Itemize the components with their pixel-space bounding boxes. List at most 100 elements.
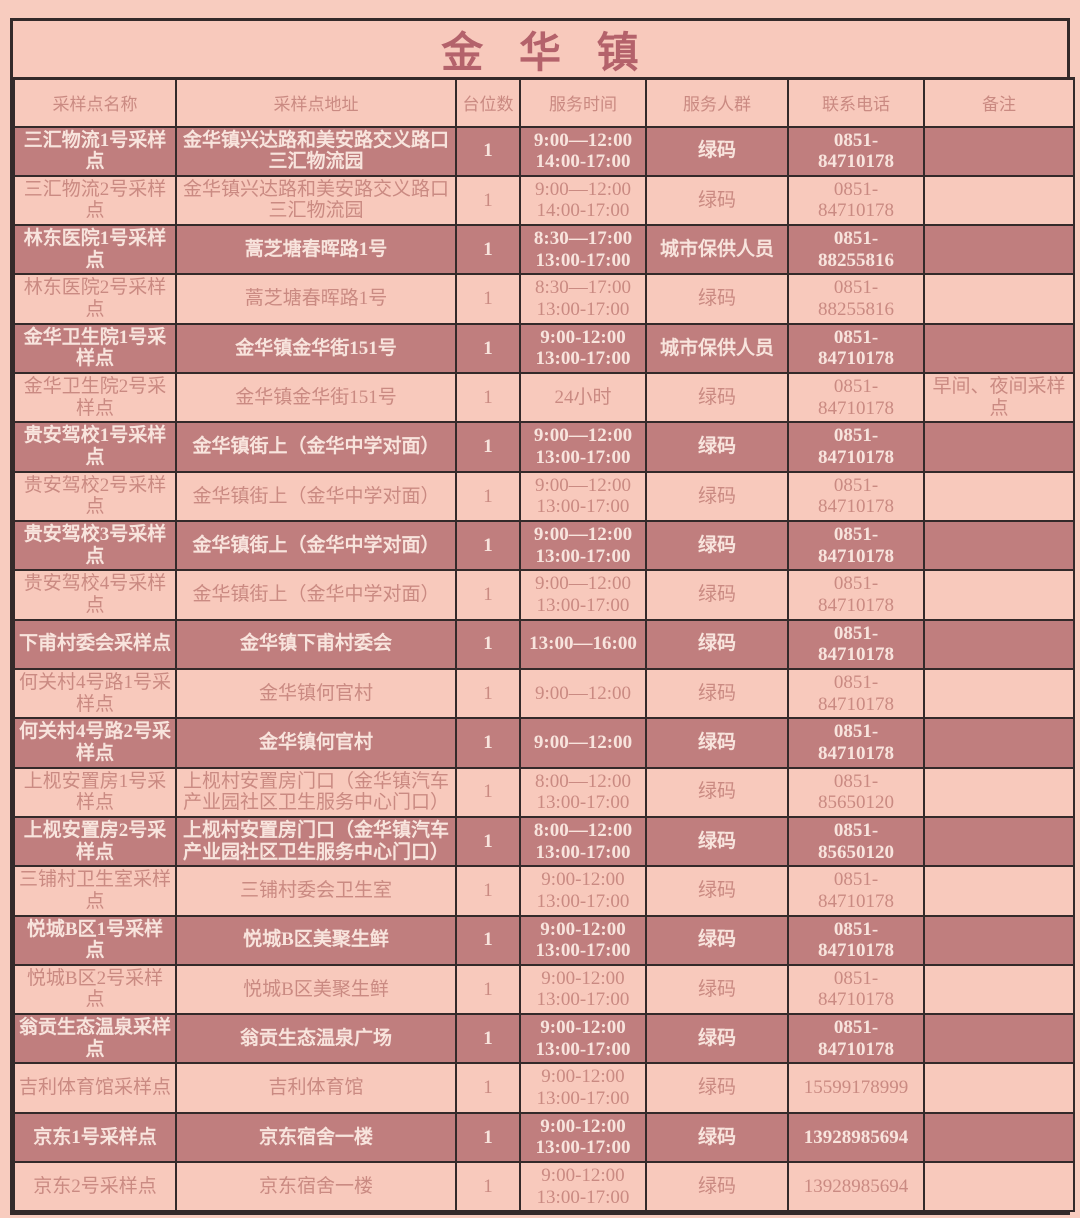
- cell-address: 翁贡生态温泉广场: [175, 1013, 457, 1065]
- cell-service-group: 绿码: [645, 766, 789, 818]
- table-row: 贵安驾校1号采样点 金华镇街上（金华中学对面） 1 9:00—12:00 13:…: [13, 421, 1075, 473]
- cell-sampling-point-name: 金华卫生院2号采样点: [13, 372, 177, 424]
- cell-contact-phone: 0851- 84710178: [787, 963, 925, 1016]
- cell-sampling-point-name: 贵安驾校4号采样点: [13, 569, 177, 621]
- cell-sampling-point-name: 林东医院2号采样点: [13, 273, 177, 325]
- cell-address: 金华镇下甫村委会: [175, 618, 457, 670]
- cell-contact-phone: 0851- 85650120: [787, 766, 925, 818]
- sampling-table-card: 金华镇 采样点名称 采样点地址 台位数 服务时间 服务人群 联系电话 备注 三汇…: [10, 18, 1075, 1216]
- cell-station-count: 1: [455, 717, 521, 769]
- table-row: 金华卫生院1号采样点 金华镇金华街151号 1 9:00-12:00 13:00…: [13, 322, 1075, 375]
- cell-contact-phone: 0851- 84710178: [787, 1013, 925, 1065]
- table-row: 三汇物流2号采样点 金华镇兴达路和美安路交义路口三汇物流园 1 9:00—12:…: [13, 174, 1075, 227]
- cell-service-hours: 8:30—17:00 13:00-17:00: [519, 224, 647, 276]
- cell-station-count: 1: [455, 1111, 521, 1164]
- cell-service-hours: 9:00-12:00 13:00-17:00: [519, 914, 647, 966]
- cell-contact-phone: 0851- 84710178: [787, 618, 925, 670]
- column-header-phone: 联系电话: [787, 77, 925, 128]
- cell-sampling-point-name: 上枧安置房2号采样点: [13, 815, 177, 868]
- table-row: 上枧安置房1号采样点 上枧村安置房门口（金华镇汽车产业园社区卫生服务中心门口） …: [13, 766, 1075, 818]
- cell-sampling-point-name: 何关村4号路1号采样点: [13, 667, 177, 720]
- cell-address: 上枧村安置房门口（金华镇汽车产业园社区卫生服务中心门口）: [175, 766, 457, 818]
- cell-service-hours: 9:00—12:00 14:00-17:00: [519, 174, 647, 227]
- cell-station-count: 1: [455, 421, 521, 473]
- cell-service-hours: 9:00-12:00 13:00-17:00: [519, 1111, 647, 1164]
- cell-service-hours: 9:00-12:00 13:00-17:00: [519, 1161, 647, 1213]
- cell-service-group: 绿码: [645, 667, 789, 720]
- cell-service-group: 绿码: [645, 470, 789, 523]
- table-row: 贵安驾校2号采样点 金华镇街上（金华中学对面） 1 9:00—12:00 13:…: [13, 470, 1075, 523]
- cell-contact-phone: 0851- 84710178: [787, 174, 925, 227]
- cell-service-hours: 9:00—12:00 14:00-17:00: [519, 125, 647, 177]
- cell-address: 上枧村安置房门口（金华镇汽车产业园社区卫生服务中心门口）: [175, 815, 457, 868]
- cell-service-hours: 9:00—12:00 13:00-17:00: [519, 470, 647, 523]
- cell-address: 悦城B区美聚生鲜: [175, 963, 457, 1016]
- cell-contact-phone: 0851- 84710178: [787, 865, 925, 917]
- cell-remark: [923, 1111, 1075, 1164]
- cell-remark: [923, 224, 1075, 276]
- table-body: 三汇物流1号采样点 金华镇兴达路和美安路交义路口三汇物流园 1 9:00—12:…: [13, 125, 1075, 1213]
- column-header-address: 采样点地址: [175, 77, 457, 128]
- cell-address: 京东宿舍一楼: [175, 1161, 457, 1213]
- cell-service-group: 城市保供人员: [645, 224, 789, 276]
- table-row: 贵安驾校4号采样点 金华镇街上（金华中学对面） 1 9:00—12:00 13:…: [13, 569, 1075, 621]
- cell-sampling-point-name: 贵安驾校3号采样点: [13, 519, 177, 572]
- table-row: 下甫村委会采样点 金华镇下甫村委会 1 13:00—16:00 绿码 0851-…: [13, 618, 1075, 670]
- cell-address: 金华镇街上（金华中学对面）: [175, 519, 457, 572]
- cell-service-group: 绿码: [645, 1013, 789, 1065]
- table-row: 三铺村卫生室采样点 三铺村委会卫生室 1 9:00-12:00 13:00-17…: [13, 865, 1075, 917]
- cell-contact-phone: 0851- 88255816: [787, 224, 925, 276]
- cell-address: 金华镇兴达路和美安路交义路口三汇物流园: [175, 174, 457, 227]
- cell-station-count: 1: [455, 963, 521, 1016]
- cell-address: 金华镇何官村: [175, 717, 457, 769]
- cell-remark: [923, 815, 1075, 868]
- cell-station-count: 1: [455, 1062, 521, 1114]
- cell-service-group: 绿码: [645, 1111, 789, 1164]
- cell-service-group: 绿码: [645, 963, 789, 1016]
- cell-remark: [923, 865, 1075, 917]
- cell-remark: [923, 1013, 1075, 1065]
- cell-station-count: 1: [455, 914, 521, 966]
- cell-remark: 早间、夜间采样点: [923, 372, 1075, 424]
- cell-service-hours: 8:30—17:00 13:00-17:00: [519, 273, 647, 325]
- cell-station-count: 1: [455, 618, 521, 670]
- cell-address: 蒿芝塘春晖路1号: [175, 224, 457, 276]
- cell-service-group: 绿码: [645, 1161, 789, 1213]
- cell-address: 金华镇何官村: [175, 667, 457, 720]
- page-title: 金华镇: [13, 21, 1067, 77]
- cell-remark: [923, 618, 1075, 670]
- cell-service-hours: 9:00-12:00 13:00-17:00: [519, 1013, 647, 1065]
- cell-remark: [923, 963, 1075, 1016]
- cell-remark: [923, 914, 1075, 966]
- cell-address: 吉利体育馆: [175, 1062, 457, 1114]
- cell-contact-phone: 0851- 88255816: [787, 273, 925, 325]
- table-row: 吉利体育馆采样点 吉利体育馆 1 9:00-12:00 13:00-17:00 …: [13, 1062, 1075, 1114]
- cell-service-hours: 9:00—12:00: [519, 667, 647, 720]
- sampling-points-table: 采样点名称 采样点地址 台位数 服务时间 服务人群 联系电话 备注 三汇物流1号…: [13, 77, 1075, 1213]
- cell-service-group: 绿码: [645, 1062, 789, 1114]
- table-row: 京东1号采样点 京东宿舍一楼 1 9:00-12:00 13:00-17:00 …: [13, 1111, 1075, 1164]
- cell-sampling-point-name: 京东1号采样点: [13, 1111, 177, 1164]
- cell-contact-phone: 0851- 84710178: [787, 519, 925, 572]
- cell-station-count: 1: [455, 865, 521, 917]
- cell-address: 金华镇金华街151号: [175, 322, 457, 375]
- cell-service-group: 绿码: [645, 174, 789, 227]
- cell-remark: [923, 519, 1075, 572]
- cell-contact-phone: 0851- 84710178: [787, 717, 925, 769]
- cell-service-hours: 8:00—12:00 13:00-17:00: [519, 766, 647, 818]
- cell-service-hours: 9:00—12:00 13:00-17:00: [519, 569, 647, 621]
- table-row: 何关村4号路1号采样点 金华镇何官村 1 9:00—12:00 绿码 0851-…: [13, 667, 1075, 720]
- cell-contact-phone: 0851- 84710178: [787, 470, 925, 523]
- cell-sampling-point-name: 悦城B区2号采样点: [13, 963, 177, 1016]
- cell-service-hours: 24小时: [519, 372, 647, 424]
- cell-service-group: 绿码: [645, 914, 789, 966]
- cell-service-group: 绿码: [645, 569, 789, 621]
- cell-station-count: 1: [455, 125, 521, 177]
- cell-service-hours: 9:00-12:00 13:00-17:00: [519, 322, 647, 375]
- cell-remark: [923, 174, 1075, 227]
- cell-contact-phone: 0851- 84710178: [787, 569, 925, 621]
- cell-service-group: 绿码: [645, 717, 789, 769]
- cell-remark: [923, 1161, 1075, 1213]
- cell-sampling-point-name: 悦城B区1号采样点: [13, 914, 177, 966]
- cell-sampling-point-name: 下甫村委会采样点: [13, 618, 177, 670]
